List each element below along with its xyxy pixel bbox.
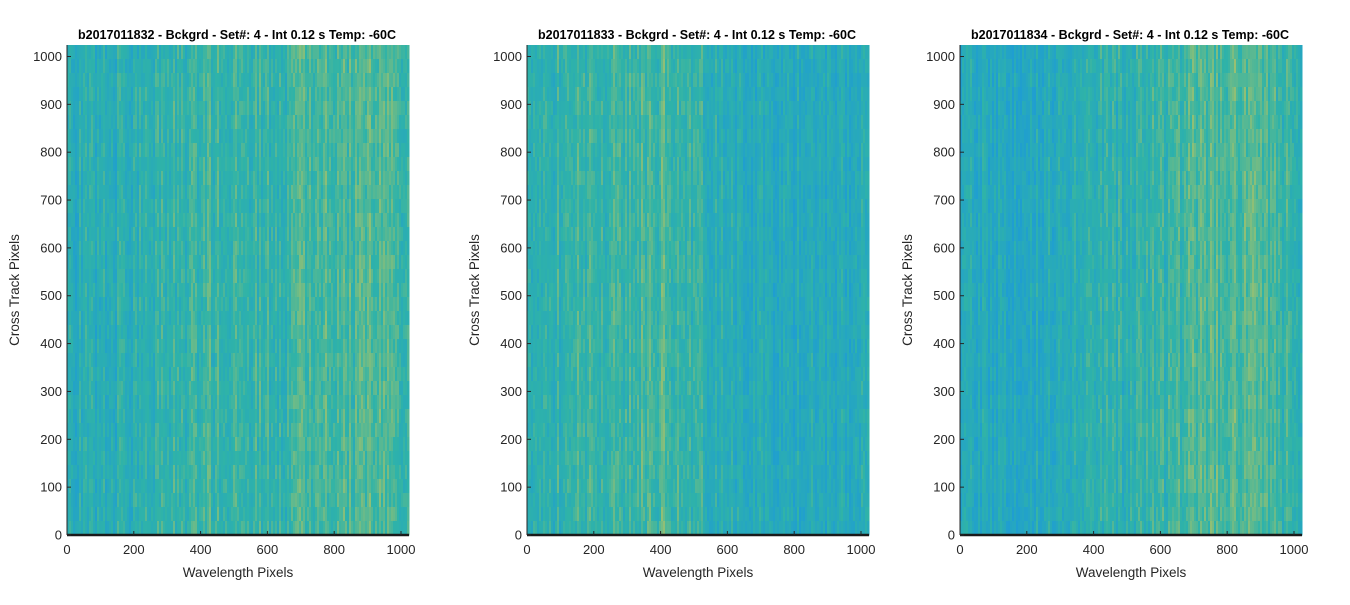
y-tick-label: 900: [40, 97, 62, 112]
x-tick-label: 200: [583, 542, 605, 557]
y-tick-label: 300: [500, 384, 522, 399]
y-tick-label: 300: [40, 384, 62, 399]
y-tick-label: 900: [500, 97, 522, 112]
x-tick-label: 800: [783, 542, 805, 557]
y-tick-label: 700: [40, 193, 62, 208]
y-tick-label: 800: [500, 145, 522, 160]
y-tick-label: 100: [500, 480, 522, 495]
y-tick-label: 200: [40, 432, 62, 447]
y-axis-label: Cross Track Pixels: [7, 234, 22, 346]
y-tick-label: 1000: [926, 49, 955, 64]
x-tick-label: 0: [63, 542, 70, 557]
y-tick-label: 600: [500, 240, 522, 255]
y-tick-label: 400: [40, 336, 62, 351]
y-tick-label: 600: [933, 240, 955, 255]
y-axis-label: Cross Track Pixels: [900, 234, 915, 346]
y-tick-label: 0: [948, 528, 955, 543]
x-tick-label: 200: [1016, 542, 1038, 557]
y-tick-label: 200: [500, 432, 522, 447]
x-tick-label: 600: [1150, 542, 1172, 557]
x-axis-label: Wavelength Pixels: [643, 565, 754, 580]
y-tick-label: 800: [933, 145, 955, 160]
x-tick-label: 1000: [847, 542, 876, 557]
y-tick-label: 0: [55, 528, 62, 543]
y-tick-label: 500: [40, 288, 62, 303]
y-tick-label: 900: [933, 97, 955, 112]
y-tick-label: 700: [500, 193, 522, 208]
y-tick-label: 1000: [493, 49, 522, 64]
heatmap-panel-1: 0 200 400 600 800 1000 0 100 200 300 400 500 600 700 8…: [7, 28, 415, 580]
x-tick-label: 800: [323, 542, 345, 557]
x-tick-label: 200: [123, 542, 145, 557]
y-tick-label: 1000: [33, 49, 62, 64]
y-tick-label: 0: [515, 528, 522, 543]
x-axis-label: Wavelength Pixels: [1076, 565, 1187, 580]
x-tick-label: 0: [523, 542, 530, 557]
chart-title: b2017011832 - Bckgrd - Set#: 4 - Int 0.1…: [78, 28, 396, 42]
x-tick-label: 600: [257, 542, 279, 557]
heatmap-panel-3: 0 200 400 600 800 1000 0 100 200 300 400 500 600 700 8…: [900, 28, 1308, 580]
heatmap-panel-2: 0 200 400 600 800 1000 0 100 200 300 400 500 600 700 8…: [467, 28, 875, 580]
y-tick-label: 600: [40, 240, 62, 255]
x-tick-label: 400: [650, 542, 672, 557]
x-tick-label: 400: [190, 542, 212, 557]
y-tick-label: 800: [40, 145, 62, 160]
y-tick-label: 500: [933, 288, 955, 303]
heatmap-image: [67, 45, 409, 535]
heatmap-image: [527, 45, 869, 535]
y-tick-label: 100: [40, 480, 62, 495]
y-axis-label: Cross Track Pixels: [467, 234, 482, 346]
x-tick-label: 1000: [1280, 542, 1309, 557]
x-tick-label: 0: [956, 542, 963, 557]
y-tick-label: 400: [500, 336, 522, 351]
y-tick-label: 200: [933, 432, 955, 447]
chart-title: b2017011834 - Bckgrd - Set#: 4 - Int 0.1…: [971, 28, 1289, 42]
x-tick-label: 800: [1216, 542, 1238, 557]
x-tick-label: 600: [717, 542, 739, 557]
chart-title: b2017011833 - Bckgrd - Set#: 4 - Int 0.1…: [538, 28, 856, 42]
heatmap-image: [960, 45, 1302, 535]
x-axis-label: Wavelength Pixels: [183, 565, 294, 580]
x-tick-label: 400: [1083, 542, 1105, 557]
y-tick-label: 100: [933, 480, 955, 495]
y-tick-label: 300: [933, 384, 955, 399]
x-tick-label: 1000: [387, 542, 416, 557]
y-tick-label: 500: [500, 288, 522, 303]
y-tick-label: 400: [933, 336, 955, 351]
y-tick-label: 700: [933, 193, 955, 208]
